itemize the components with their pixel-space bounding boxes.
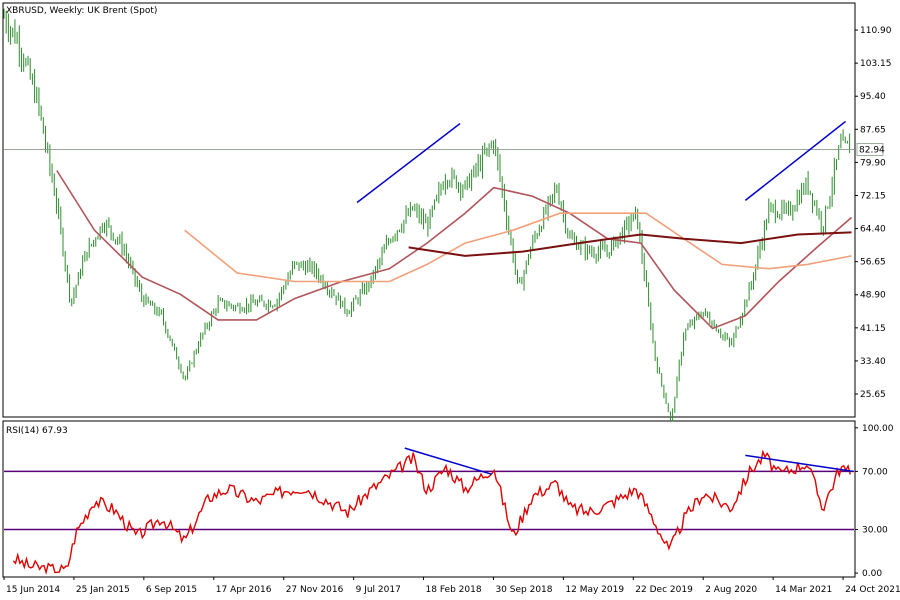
symbol-label: XBRUSD, Weekly: UK Brent (Spot) [6,6,157,16]
moving-average-3 [408,231,852,257]
current-price-label: 82.94 [859,145,885,155]
rsi-y-tick-label: 0.00 [862,569,882,579]
x-tick-label: 12 May 2019 [565,585,624,595]
x-tick-label: 18 Feb 2018 [426,585,482,595]
price-trendline-2 [744,120,847,201]
rsi-trendline-1 [404,447,493,476]
price-y-tick-label: 56.65 [860,258,886,268]
moving-average-2 [184,212,852,283]
x-tick-label: 9 Jul 2017 [356,585,401,595]
x-tick-label: 30 Sep 2018 [495,585,552,595]
x-tick-label: 22 Dec 2019 [635,585,693,595]
moving-average-1 [56,170,853,330]
rsi-y-tick-label: 100.00 [862,424,894,434]
rsi-y-tick-label: 30.00 [862,526,888,536]
candles [3,8,851,422]
x-tick-label: 2 Aug 2020 [705,585,757,595]
price-y-tick-label: 72.15 [860,191,886,201]
current-price-box [856,143,884,156]
price-trendline-1 [356,122,461,204]
rsi-y-tick-label: 70.00 [862,467,888,477]
axis-layer: 82.94 110.90 103.15 95.40 87.65 79.90 72.15 64.… [3,26,900,595]
rsi-trendline-2 [745,454,854,473]
x-tick-label: 17 Apr 2016 [216,585,272,595]
x-tick-label: 6 Sep 2015 [146,585,197,595]
price-y-tick-label: 103.15 [860,59,892,69]
rsi-layer [4,447,854,576]
price-y-tick-label: 33.40 [860,357,886,367]
price-y-tick-label: 79.90 [860,158,886,168]
price-y-tick-label: 48.90 [860,291,886,301]
price-y-tick-label: 87.65 [860,125,886,135]
price-y-tick-label: 64.40 [860,225,886,235]
price-panel-frame [2,2,856,418]
price-y-tick-label: 110.90 [860,26,892,36]
rsi-line [12,449,851,576]
x-tick-label: 15 Jun 2014 [6,585,60,595]
price-y-tick-label: 41.15 [860,324,886,334]
rsi-label: RSI(14) 67.93 [6,426,68,436]
price-y-tick-label: 25.65 [860,390,886,400]
price-y-tick-label: 95.40 [860,92,886,102]
x-tick-label: 24 Oct 2021 [845,585,900,595]
x-tick-label: 14 Mar 2021 [775,585,832,595]
price-layer [3,8,854,422]
x-tick-label: 25 Jan 2015 [76,585,130,595]
x-tick-label: 27 Nov 2016 [286,585,344,595]
rsi-panel-frame [2,420,856,578]
